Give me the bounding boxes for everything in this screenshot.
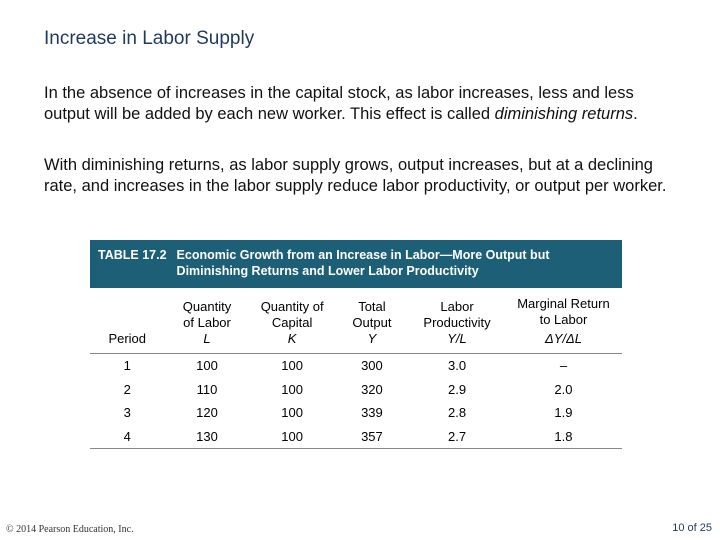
header-symbol: ΔY/ΔL — [544, 331, 582, 346]
cell-marginal-return: 1.9 — [554, 405, 573, 421]
header-quantity-of-capital: Quantity of Capital K — [249, 292, 335, 354]
cell-productivity: 2.9 — [447, 381, 467, 397]
header-symbol: Y — [367, 331, 377, 346]
header-total-output: Total Output Y — [334, 292, 410, 354]
cell-marginal-return: 2.0 — [554, 381, 573, 397]
header-symbol: Y/L — [447, 331, 467, 346]
economic-growth-table: Period Quantity of Labor L Quantity of C… — [90, 292, 622, 449]
cell-labor: 130 — [164, 424, 250, 449]
cell-period: 3 — [123, 405, 131, 421]
cell-labor: 120 — [196, 405, 218, 421]
header-symbol: L — [203, 331, 211, 346]
header-marginal-return: Marginal Return to Labor ΔY/ΔL — [504, 292, 622, 354]
header-label: Total Output — [352, 299, 392, 330]
header-label: Marginal Return to Labor — [517, 296, 610, 327]
paragraph1-emphasis: diminishing returns — [494, 105, 634, 123]
paragraph-labor-productivity: With diminishing returns, as labor suppl… — [44, 156, 667, 195]
cell-productivity: 2.8 — [447, 405, 467, 421]
cell-output: 320 — [361, 381, 383, 397]
header-label: Period — [108, 331, 147, 346]
cell-output: 357 — [334, 424, 410, 449]
cell-capital: 100 — [281, 405, 303, 421]
header-label: Labor Productivity — [423, 299, 491, 330]
cell-labor: 110 — [196, 381, 218, 397]
cell-period: 2 — [123, 381, 131, 397]
table-row: 3 120 100 339 2.8 1.9 — [90, 401, 622, 425]
cell-marginal-return: 1.8 — [504, 424, 622, 449]
cell-output: 300 — [361, 358, 383, 374]
paragraph1-text: In the absence of increases in the capit… — [44, 84, 634, 123]
header-labor-productivity: Labor Productivity Y/L — [409, 292, 505, 354]
slide-title: Increase in Labor Supply — [44, 28, 255, 49]
cell-capital: 100 — [281, 381, 303, 397]
cell-period: 1 — [123, 358, 131, 374]
header-symbol: K — [287, 331, 297, 346]
header-quantity-of-labor: Quantity of Labor L — [164, 292, 250, 354]
cell-labor: 100 — [196, 358, 218, 374]
cell-capital: 100 — [281, 358, 303, 374]
table-caption: TABLE 17.2 Economic Growth from an Incre… — [90, 240, 622, 288]
header-label: Quantity of Capital — [260, 299, 324, 330]
paragraph1-period: . — [633, 105, 638, 123]
paragraph-diminishing-returns: In the absence of increases in the capit… — [44, 83, 684, 125]
copyright-notice: © 2014 Pearson Education, Inc. — [6, 524, 134, 535]
table-row: 4 130 100 357 2.7 1.8 — [90, 424, 622, 449]
cell-marginal-return: – — [559, 358, 568, 374]
header-label: Quantity of Labor — [182, 299, 232, 330]
cell-output: 339 — [361, 405, 383, 421]
table-title: Economic Growth from an Increase in Labo… — [176, 248, 550, 278]
header-period: Period — [90, 292, 165, 354]
cell-period: 4 — [90, 424, 165, 449]
table-row: 2 110 100 320 2.9 2.0 — [90, 378, 622, 402]
table-header-row: Period Quantity of Labor L Quantity of C… — [90, 292, 622, 354]
table-number: TABLE 17.2 — [98, 248, 167, 262]
cell-productivity: 3.0 — [447, 358, 467, 374]
table-row: 1 100 100 300 3.0 – — [90, 354, 622, 378]
page-number: 10 of 25 — [672, 522, 712, 534]
cell-productivity: 2.7 — [409, 424, 505, 449]
cell-capital: 100 — [249, 424, 335, 449]
